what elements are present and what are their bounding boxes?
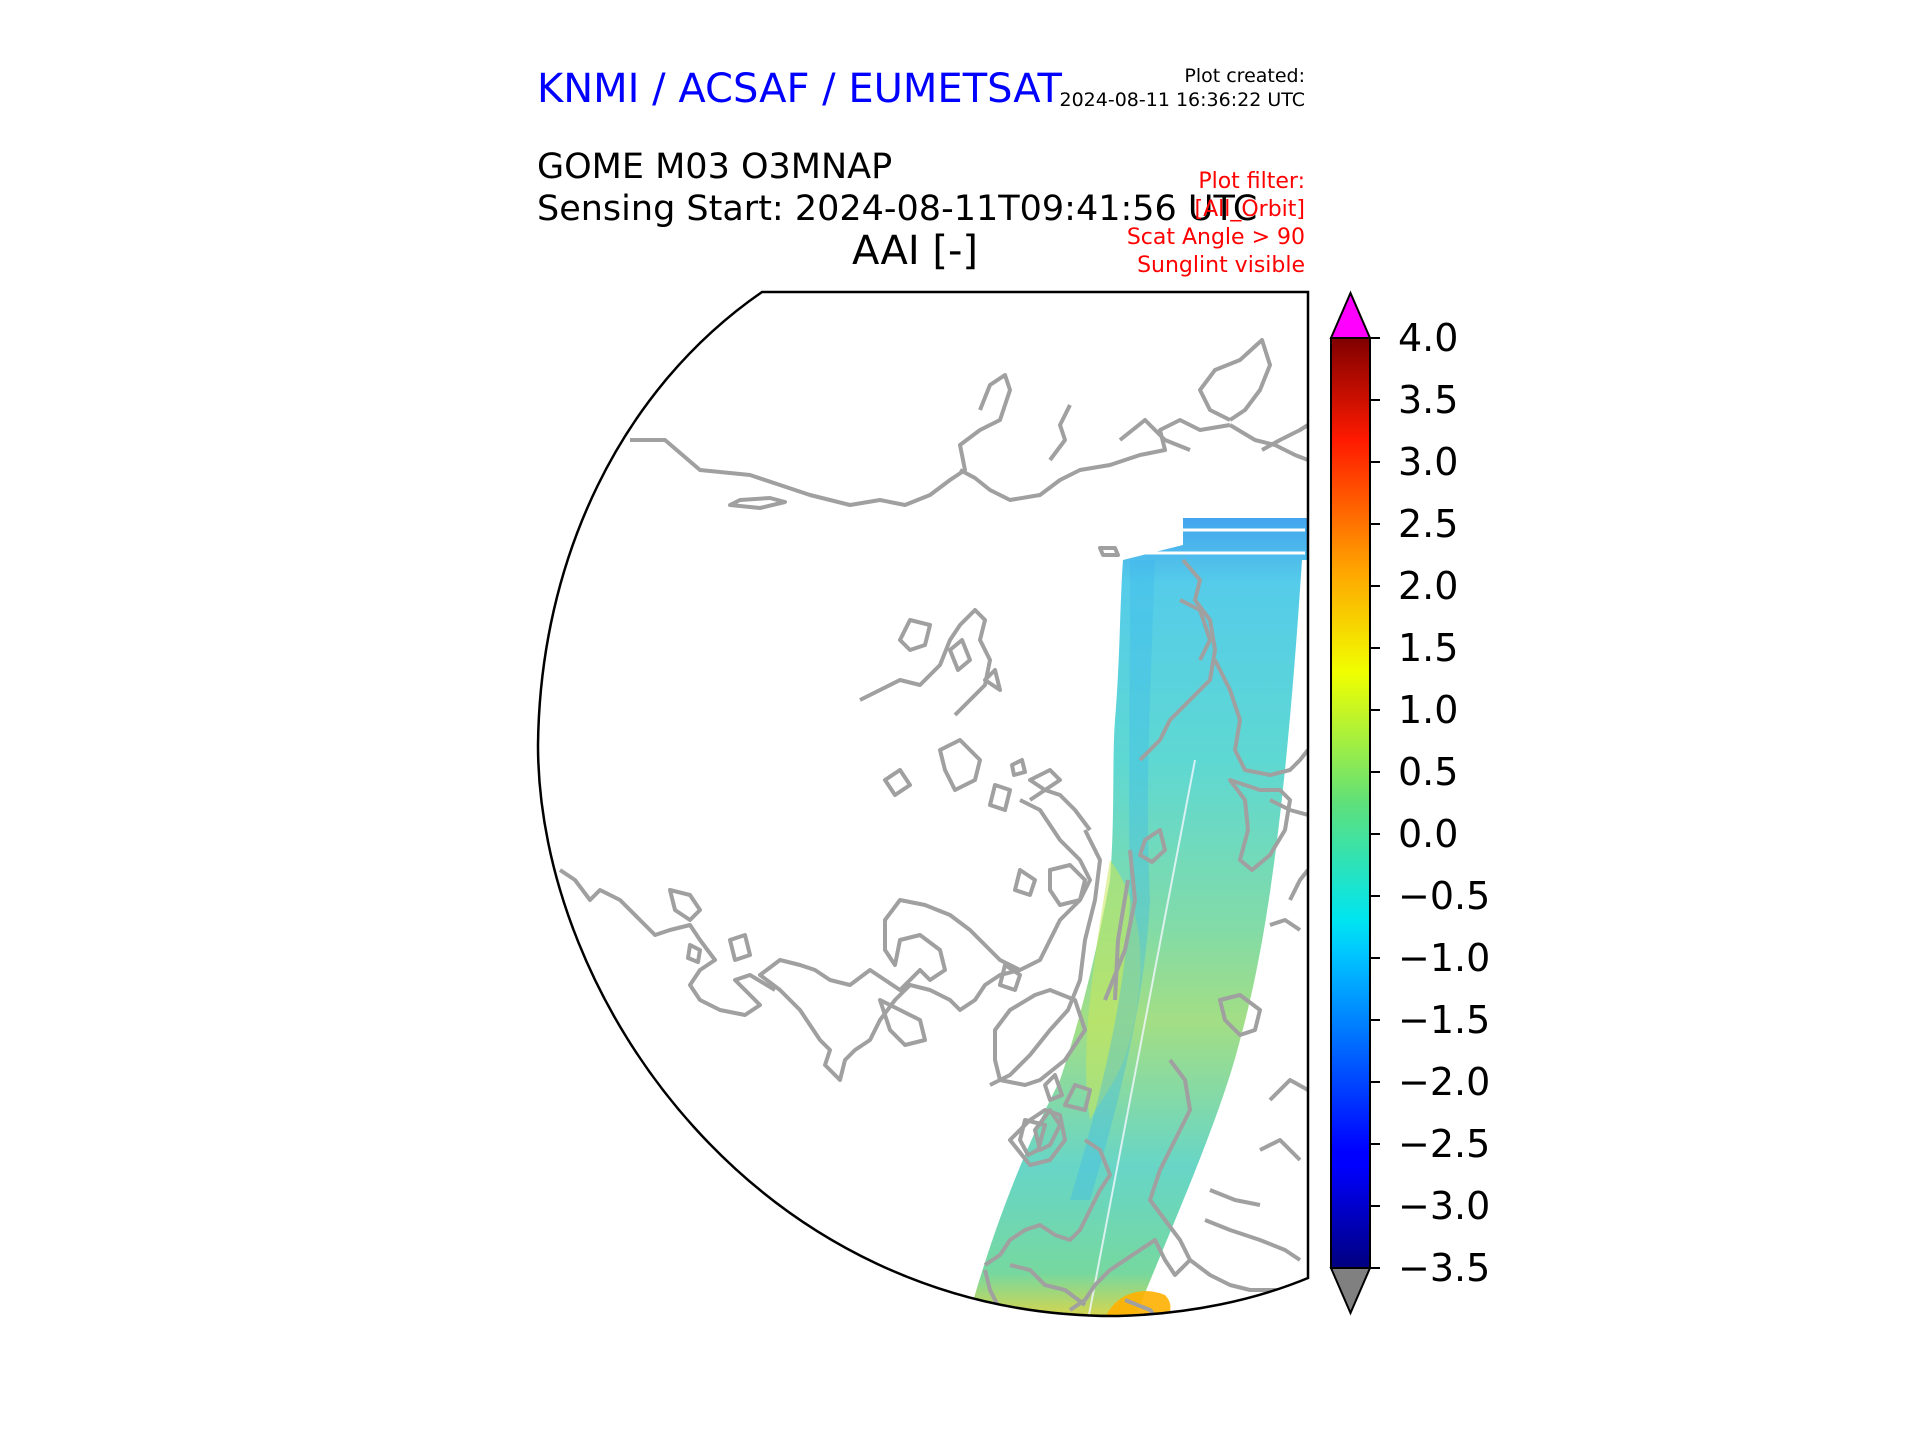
coastlines — [538, 338, 1308, 1317]
colorbar-tick-label: −3.5 — [1398, 1246, 1490, 1290]
plot-filter-line: [All_Orbit] — [1194, 197, 1305, 222]
colorbar-gradient — [1330, 337, 1371, 1269]
colorbar-tick-label: −2.5 — [1398, 1122, 1490, 1166]
colorbar-under-triangle — [1329, 1267, 1372, 1316]
swath-blue-band — [1070, 560, 1155, 1200]
colorbar-tick-label: 3.0 — [1398, 440, 1458, 484]
plot-filter: Plot filter: [All_Orbit] Scat Angle > 90… — [1127, 168, 1305, 280]
plot-filter-title: Plot filter: — [1198, 169, 1305, 194]
colorbar-tick-label: 1.0 — [1398, 688, 1458, 732]
colorbar-tick-label: 1.5 — [1398, 626, 1458, 670]
colorbar-tick-label: 0.0 — [1398, 812, 1458, 856]
product-name: GOME M03 O3MNAP — [537, 147, 893, 187]
organization-title: KNMI / ACSAF / EUMETSAT — [537, 66, 1062, 112]
map-area — [538, 338, 1308, 1317]
swath-center-line — [1087, 759, 1196, 1317]
colorbar-tick-label: 3.5 — [1398, 378, 1458, 422]
colorbar-tick-label: −2.0 — [1398, 1060, 1490, 1104]
plot-filter-line: Sunglint visible — [1137, 253, 1305, 278]
colorbar: 4.0 3.5 3.0 2.5 2.0 1.5 1.0 0.5 0.0 −0.5 −1.0 −1.5 −… — [1329, 290, 1490, 1316]
plot-filter-line: Scat Angle > 90 — [1126, 225, 1305, 250]
colorbar-tick-label: 2.5 — [1398, 502, 1458, 546]
colorbar-tick-label: 2.0 — [1398, 564, 1458, 608]
colorbar-tick-label: −0.5 — [1398, 874, 1490, 918]
plot-created-label: Plot created: — [1184, 65, 1305, 87]
colorbar-tick-label: 0.5 — [1398, 750, 1458, 794]
variable-title: AAI [-] — [852, 228, 978, 274]
map-boundary — [536, 290, 1310, 1318]
plot-created-value: 2024-08-11 16:36:22 UTC — [1059, 89, 1306, 111]
colorbar-tick-label: −1.0 — [1398, 936, 1490, 980]
plot-created-info: Plot created: 2024-08-11 16:36:22 UTC — [1060, 64, 1306, 112]
colorbar-over-triangle — [1329, 290, 1372, 339]
sensing-start: Sensing Start: 2024-08-11T09:41:56 UTC — [537, 189, 1258, 229]
colorbar-tick-label: −3.0 — [1398, 1184, 1490, 1228]
colorbar-ticks: 4.0 3.5 3.0 2.5 2.0 1.5 1.0 0.5 0.0 −0.5 −1.0 −1.5 −… — [1370, 316, 1490, 1290]
colorbar-tick-label: −1.5 — [1398, 998, 1490, 1042]
swath-bottom-hotspot — [1100, 1291, 1171, 1317]
colorbar-tick-label: 4.0 — [1398, 316, 1458, 360]
swath-yellow-patch — [1086, 860, 1141, 1120]
product-info: GOME M03 O3MNAP Sensing Start: 2024-08-1… — [537, 146, 1257, 230]
